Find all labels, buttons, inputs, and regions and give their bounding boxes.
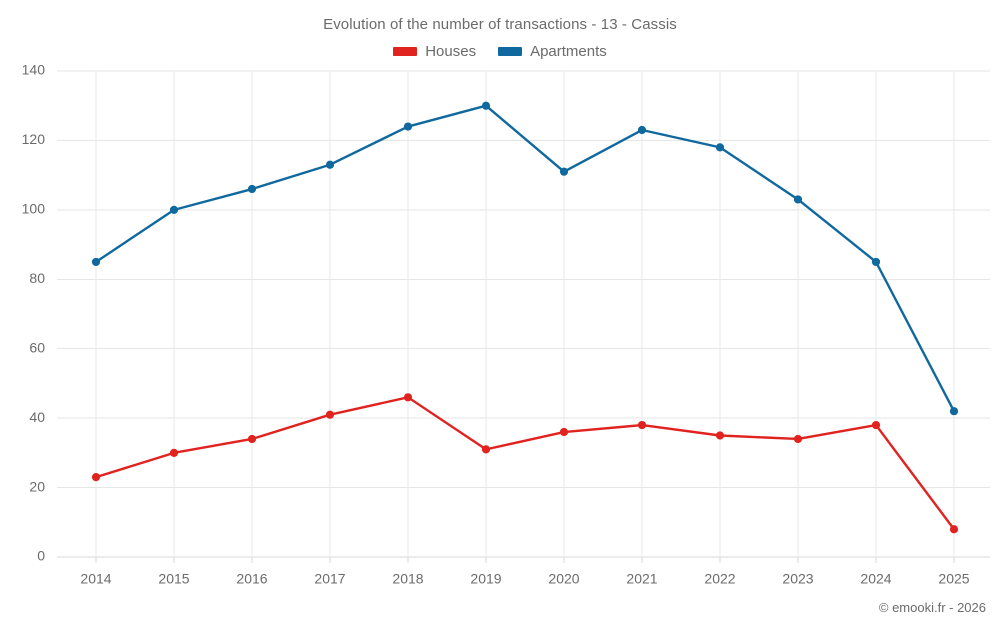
x-tick-label: 2021 [626,570,657,586]
chart-title: Evolution of the number of transactions … [323,16,677,33]
x-gridlines [95,71,955,563]
data-point-apartments-2019[interactable] [481,101,491,110]
data-point-apartments-2016[interactable] [247,184,257,194]
data-point-apartments-2015[interactable] [169,205,179,214]
data-point-apartments-2014[interactable] [91,257,101,267]
data-point-apartments-2023[interactable] [793,195,803,204]
legend-label-houses: Houses [425,43,477,60]
data-point-apartments-2022[interactable] [715,143,725,152]
chart-legend: Houses Apartments [0,44,1000,59]
x-tick-label: 2015 [158,570,189,586]
data-point-houses-2025[interactable] [949,525,959,534]
chart-credit: © emooki.fr - 2026 [878,600,986,615]
y-tick-label: 120 [22,131,46,147]
data-point-houses-2015[interactable] [169,448,179,457]
legend-swatch-apartments-icon [498,47,523,56]
data-point-houses-2024[interactable] [871,420,881,430]
x-tick-label: 2019 [470,570,501,586]
data-point-apartments-2021[interactable] [637,125,647,135]
data-point-apartments-2020[interactable] [559,167,569,176]
x-tick-label: 2014 [80,570,111,586]
y-tick-label: 140 [22,62,46,78]
y-tick-label: 20 [29,478,45,494]
x-tick-label: 2020 [548,570,579,586]
x-tick-label: 2017 [314,570,345,586]
data-point-houses-2023[interactable] [793,434,803,444]
y-tick-label: 40 [29,409,45,425]
x-tick-label: 2025 [938,570,969,586]
y-tick-label: 60 [29,339,45,355]
data-point-houses-2019[interactable] [481,445,491,454]
legend-item-apartments[interactable]: Apartments [498,44,607,59]
series-markers [91,101,959,534]
legend-label-apartments: Apartments [530,43,607,60]
data-point-houses-2020[interactable] [559,427,569,437]
series-line-apartments [94,104,956,413]
data-point-houses-2017[interactable] [325,410,335,419]
x-tick-label: 2016 [236,570,267,586]
x-axis-tick-labels: 2014 2015 2016 2017 2018 2019 2020 2021 2022 2023… [80,570,969,586]
data-point-apartments-2018[interactable] [403,122,413,131]
data-point-houses-2021[interactable] [637,420,647,430]
legend-item-houses[interactable]: Houses [393,44,476,59]
data-point-apartments-2024[interactable] [871,257,881,267]
y-tick-label: 80 [29,270,45,286]
data-point-houses-2018[interactable] [403,393,413,402]
data-point-apartments-2017[interactable] [325,160,335,169]
legend-swatch-houses-icon [393,47,418,56]
data-point-houses-2014[interactable] [91,473,101,482]
data-point-houses-2022[interactable] [715,431,725,440]
y-tick-label: 100 [22,201,46,217]
y-tick-label: 0 [37,548,45,564]
y-gridlines [57,70,990,558]
data-point-apartments-2025[interactable] [949,407,959,416]
x-tick-label: 2023 [782,570,813,586]
y-axis-tick-labels: 0 20 40 60 80 100 120 140 [22,62,46,564]
series-line-houses [94,396,956,531]
series-lines [94,104,956,531]
data-point-houses-2016[interactable] [247,434,257,444]
x-tick-label: 2018 [392,570,423,586]
x-tick-label: 2022 [704,570,735,586]
x-tick-label: 2024 [860,570,891,586]
